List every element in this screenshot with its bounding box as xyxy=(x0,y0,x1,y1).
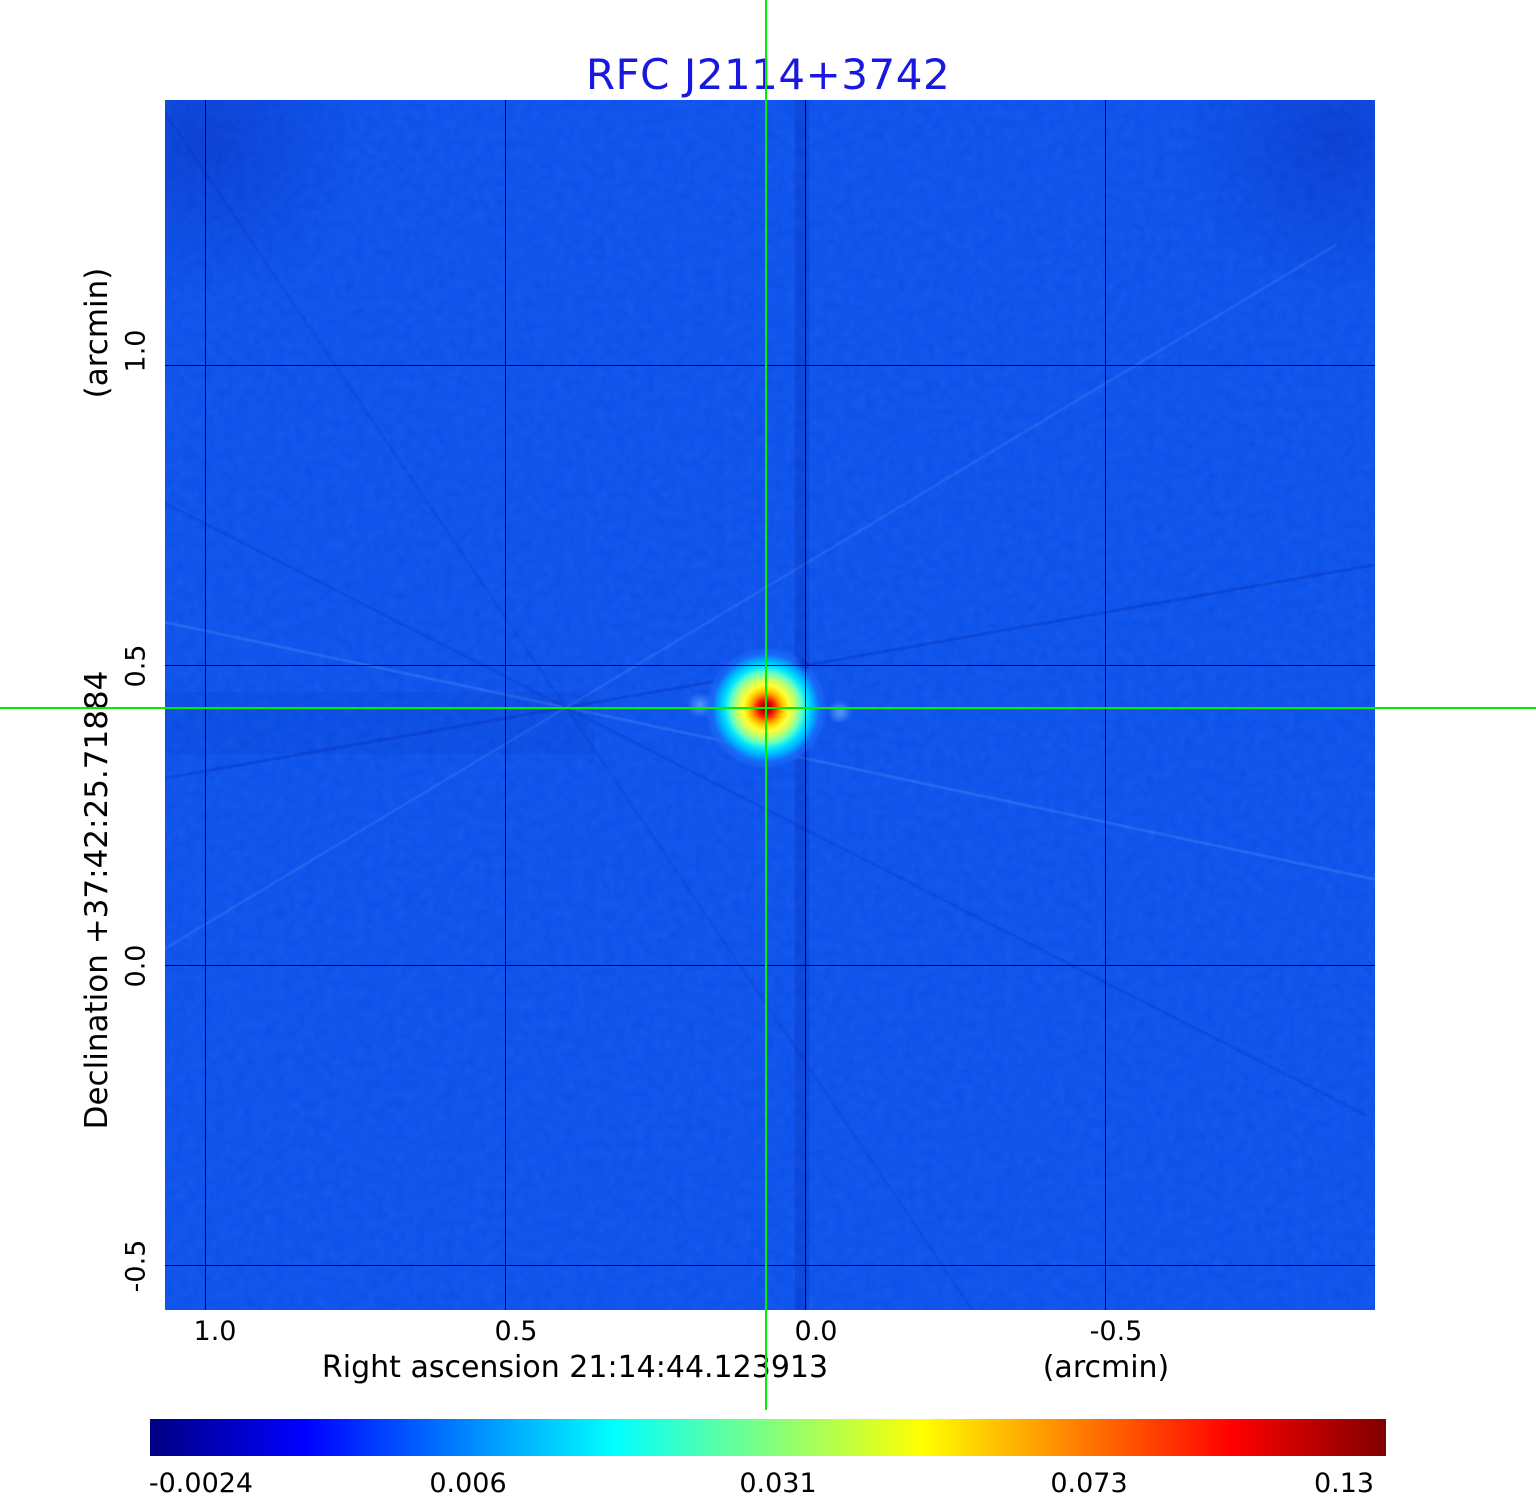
sky-map-image xyxy=(165,100,1375,1310)
grid-line-ra-1.0 xyxy=(205,100,206,1310)
grid-line-dec-1.0 xyxy=(165,365,1375,366)
grid-line-dec--0.5 xyxy=(165,1265,1375,1266)
sidelobe-spot-light xyxy=(828,700,852,724)
x-tick-label: 1.0 xyxy=(193,1316,237,1347)
colorbar-label: 0.031 xyxy=(739,1468,817,1499)
colorbar-label: 0.073 xyxy=(1050,1468,1128,1499)
grid-line-dec-0.5 xyxy=(165,665,1375,666)
y-tick-label: 0.5 xyxy=(120,644,152,688)
colorbar-label: 0.006 xyxy=(429,1468,507,1499)
grid-line-ra-0.0 xyxy=(805,100,806,1310)
x-tick-label: 0.5 xyxy=(494,1316,538,1347)
horizontal-sidelobe-band xyxy=(165,692,595,754)
crosshair-vertical-line xyxy=(765,0,767,1410)
page-title: RFC J2114+3742 xyxy=(585,50,951,99)
x-tick-label: 0.0 xyxy=(794,1316,838,1347)
colorbar-label: 0.13 xyxy=(1313,1468,1375,1499)
grid-line-dec-0.0 xyxy=(165,965,1375,966)
colorbar-label: -0.0024 xyxy=(148,1468,254,1499)
y-axis-label: Declination +37:42:25.71884 xyxy=(79,670,115,1130)
x-axis-label: Right ascension 21:14:44.123913 xyxy=(321,1350,829,1385)
x-tick-label: -0.5 xyxy=(1089,1316,1143,1347)
y-axis-unit: (arcmin) xyxy=(79,267,115,399)
y-tick-label: 0.0 xyxy=(120,944,152,988)
colorbar-jet-gradient xyxy=(150,1419,1386,1456)
crosshair-horizontal-line xyxy=(0,707,1536,709)
y-tick-label: 1.0 xyxy=(120,329,152,373)
grid-line-ra--0.5 xyxy=(1105,100,1106,1310)
y-tick-label: -0.5 xyxy=(120,1239,152,1293)
grid-line-ra-0.5 xyxy=(505,100,506,1310)
x-axis-unit: (arcmin) xyxy=(1042,1350,1170,1385)
